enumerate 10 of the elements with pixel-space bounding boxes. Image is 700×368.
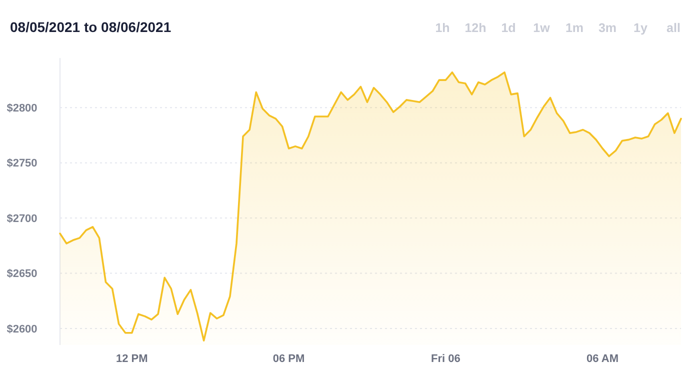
y-tick-label: $2750 <box>6 158 38 170</box>
y-tick-label: $2800 <box>6 102 38 115</box>
x-tick-label: 06 PM <box>272 353 305 365</box>
y-tick-label: $2650 <box>6 268 38 280</box>
x-tick-label: Fri 06 <box>430 353 460 365</box>
chart-title: 08/05/2021 to 08/06/2021 <box>10 19 172 35</box>
x-tick-label: 12 PM <box>116 353 148 365</box>
x-tick-label: 06 AM <box>586 353 619 365</box>
y-tick-label: $2700 <box>6 212 38 225</box>
y-tick-label: $2600 <box>6 323 38 336</box>
